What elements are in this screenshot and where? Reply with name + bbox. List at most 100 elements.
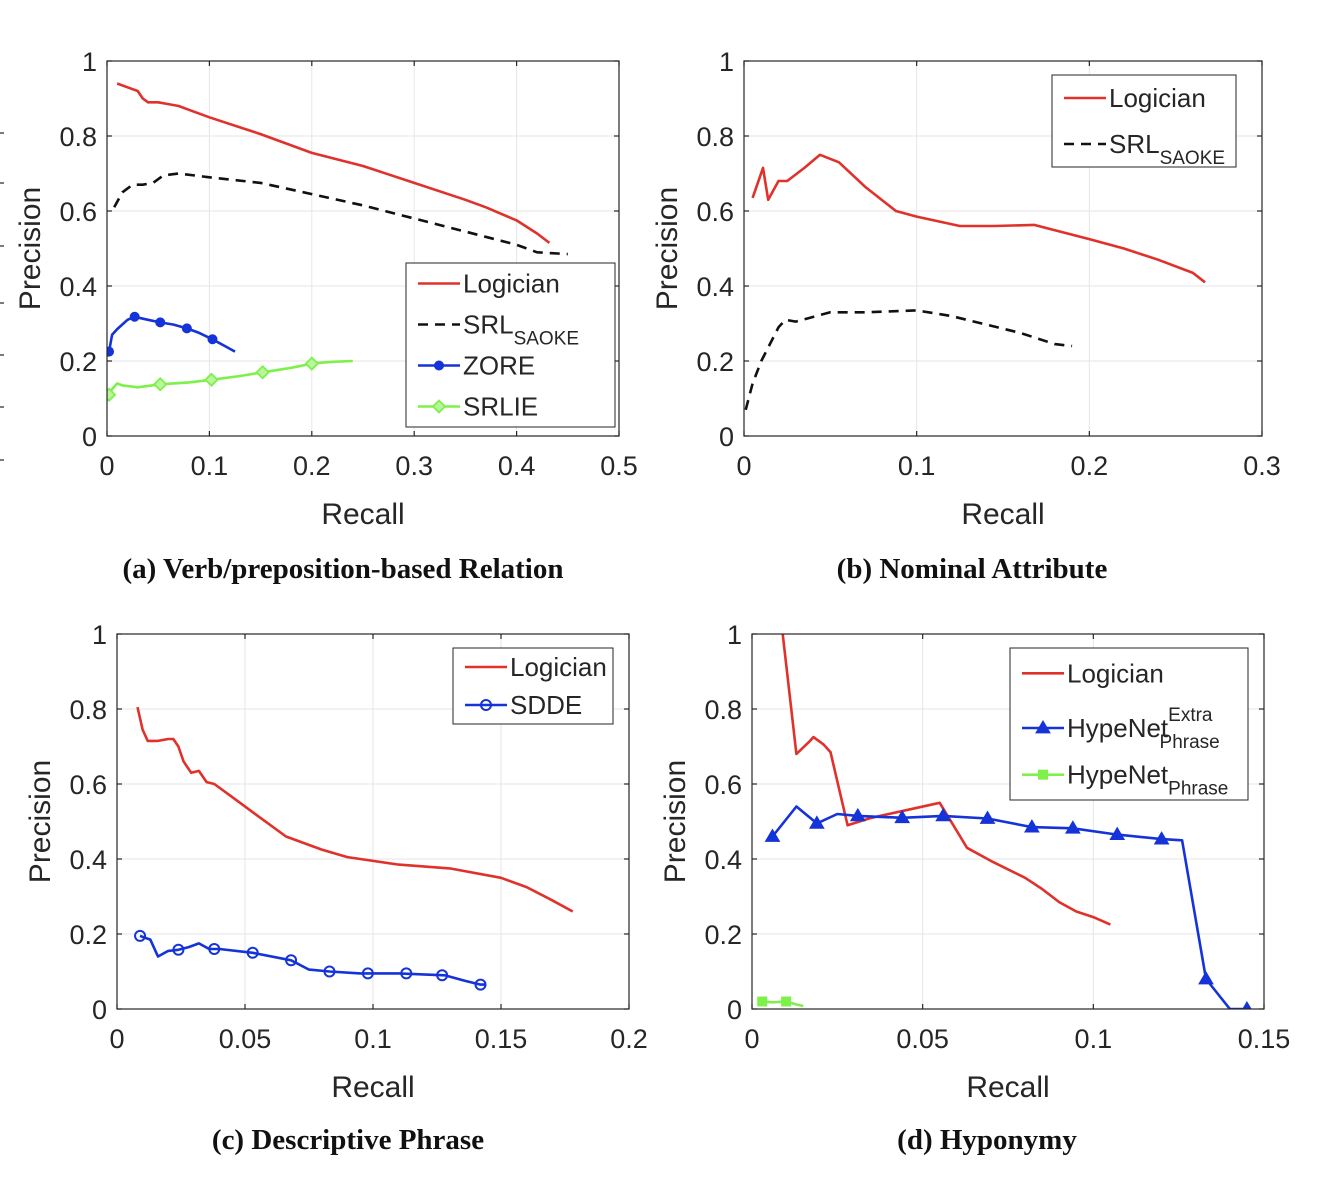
data-point-srlie (304, 356, 320, 371)
legend-label-hypenet-phrase: HypeNetPhrase (1067, 760, 1228, 800)
data-point-hypenet-extra-phrase (1153, 831, 1170, 845)
x-tick-label: 0.2 (610, 1024, 648, 1054)
y-axis-label: Precision (14, 187, 47, 310)
axes-box (106, 60, 620, 437)
data-point-hypenet-extra-phrase (1064, 820, 1081, 834)
x-tick-label: 0.3 (395, 451, 433, 481)
x-tick-label: 0.05 (896, 1024, 949, 1054)
plot-area (107, 82, 568, 403)
data-point-sdde (134, 929, 147, 942)
y-tick-label: 0.6 (69, 770, 107, 800)
data-point-sdde (436, 969, 449, 982)
legend-marker-srlie (431, 399, 447, 414)
x-axis-label: Recall (961, 498, 1044, 531)
y-axis-label: Precision (24, 760, 57, 883)
y-tick-label: 0.8 (59, 122, 97, 152)
series-line-logician (751, 153, 1206, 284)
series-line-sdde (139, 934, 486, 986)
legend-label-logician: Logician (1067, 658, 1164, 688)
legend-label-sdde: SDDE (510, 690, 582, 720)
legend-item-zore: ZORE (418, 351, 535, 381)
y-tick-label: 0.2 (59, 347, 97, 377)
legend-item-srl-saoke: SRLSAOKE (1064, 129, 1225, 169)
x-axis-label: Recall (321, 498, 404, 531)
data-point-srlie (204, 372, 219, 388)
data-point-hypenet-extra-phrase (849, 807, 866, 822)
legend: Logician HypeNetExtra Phrase HypeNetPhrase (1009, 647, 1249, 801)
panel-caption: (d) Hyponymy (897, 1124, 1077, 1156)
data-point-hypenet-extra-phrase (979, 810, 996, 824)
panel-caption: (a) Verb/preposition-based Relation (123, 553, 564, 585)
data-point-sdde (323, 965, 336, 978)
series-line-logician (781, 634, 1111, 926)
x-tick-label: 0.1 (191, 451, 229, 481)
legend-label-logician: Logician (1109, 83, 1206, 113)
data-point-srlie (152, 376, 168, 392)
y-tick-label: 0.2 (704, 920, 742, 950)
legend-marker-hypenet-extra-phrase (1035, 720, 1051, 734)
x-tick-label: 0 (736, 451, 751, 481)
series-line-logician (116, 82, 551, 244)
data-point-srlie (107, 387, 117, 403)
data-point-sdde (285, 954, 298, 967)
y-tick-label: 1 (82, 47, 97, 77)
y-tick-label: 0.4 (69, 845, 107, 875)
x-tick-label: 0.1 (1075, 1024, 1113, 1054)
data-point-zore (129, 311, 140, 322)
data-point-zore (207, 334, 218, 345)
data-point-sdde (400, 967, 413, 980)
plot-area (757, 634, 1252, 1009)
data-point-sdde (474, 978, 487, 991)
left-edge-marks (0, 132, 4, 461)
y-tick-label: 0.2 (696, 347, 734, 377)
series-line-logician (136, 706, 574, 913)
legend-label-logician: Logician (510, 652, 607, 682)
series-line-srl-saoke (744, 309, 1073, 411)
axes-box (743, 60, 1263, 437)
y-tick-label: 0.8 (696, 122, 734, 152)
legend-label-srlie: SRLIE (463, 392, 538, 422)
legend-label-srl-saoke: SRLSAOKE (1109, 129, 1225, 169)
x-tick-label: 0.5 (600, 451, 638, 481)
data-point-sdde (208, 943, 221, 955)
y-tick-label: 0.8 (69, 695, 107, 725)
panel-d: 0 0.05 0.1 0.15 0 0.2 0.4 0.6 0.8 1 Recall Precisio… (659, 620, 1290, 1156)
legend-marker-sdde (480, 699, 492, 711)
data-point-hypenet-extra-phrase (764, 828, 781, 842)
data-point-zore (107, 346, 115, 357)
axes-box (751, 633, 1265, 1010)
legend-label-srl-saoke: SRLSAOKE (463, 310, 579, 350)
legend: Logician SRLSAOKE (1051, 74, 1237, 169)
series-line-srl-saoke (113, 172, 568, 256)
legend-box (452, 647, 614, 725)
legend-item-logician: Logician (1022, 658, 1164, 688)
data-point-hypenet-extra-phrase (808, 815, 825, 829)
data-point-zore (181, 323, 192, 334)
y-tick-label: 0 (719, 422, 734, 452)
legend-item-hypenet-phrase: HypeNetPhrase (1022, 760, 1228, 800)
plot-area (744, 153, 1206, 411)
y-tick-label: 1 (727, 620, 742, 650)
data-point-zore (155, 317, 166, 328)
data-point-sdde (172, 943, 185, 956)
y-tick-label: 0.4 (59, 272, 97, 302)
y-tick-label: 1 (719, 47, 734, 77)
y-tick-label: 0.6 (696, 197, 734, 227)
legend-item-srlie: SRLIE (418, 392, 538, 422)
legend-item-logician: Logician (465, 652, 607, 682)
x-tick-label: 0 (109, 1024, 124, 1054)
y-tick-label: 0.6 (59, 197, 97, 227)
legend-box (1051, 74, 1237, 168)
data-point-hypenet-extra-phrase (1024, 819, 1040, 833)
x-axis-label: Recall (966, 1071, 1049, 1104)
data-point-hypenet-extra-phrase (935, 807, 952, 822)
legend-label-logician: Logician (463, 269, 560, 299)
data-point-hypenet-phrase (757, 996, 768, 1007)
legend-item-sdde: SDDE (465, 690, 582, 720)
legend-marker-hypenet-phrase (1038, 769, 1048, 780)
y-axis-label: Precision (659, 760, 692, 883)
x-tick-label: 0.1 (354, 1024, 392, 1054)
x-tick-label: 0.15 (475, 1024, 528, 1054)
x-axis-label: Recall (331, 1071, 414, 1104)
